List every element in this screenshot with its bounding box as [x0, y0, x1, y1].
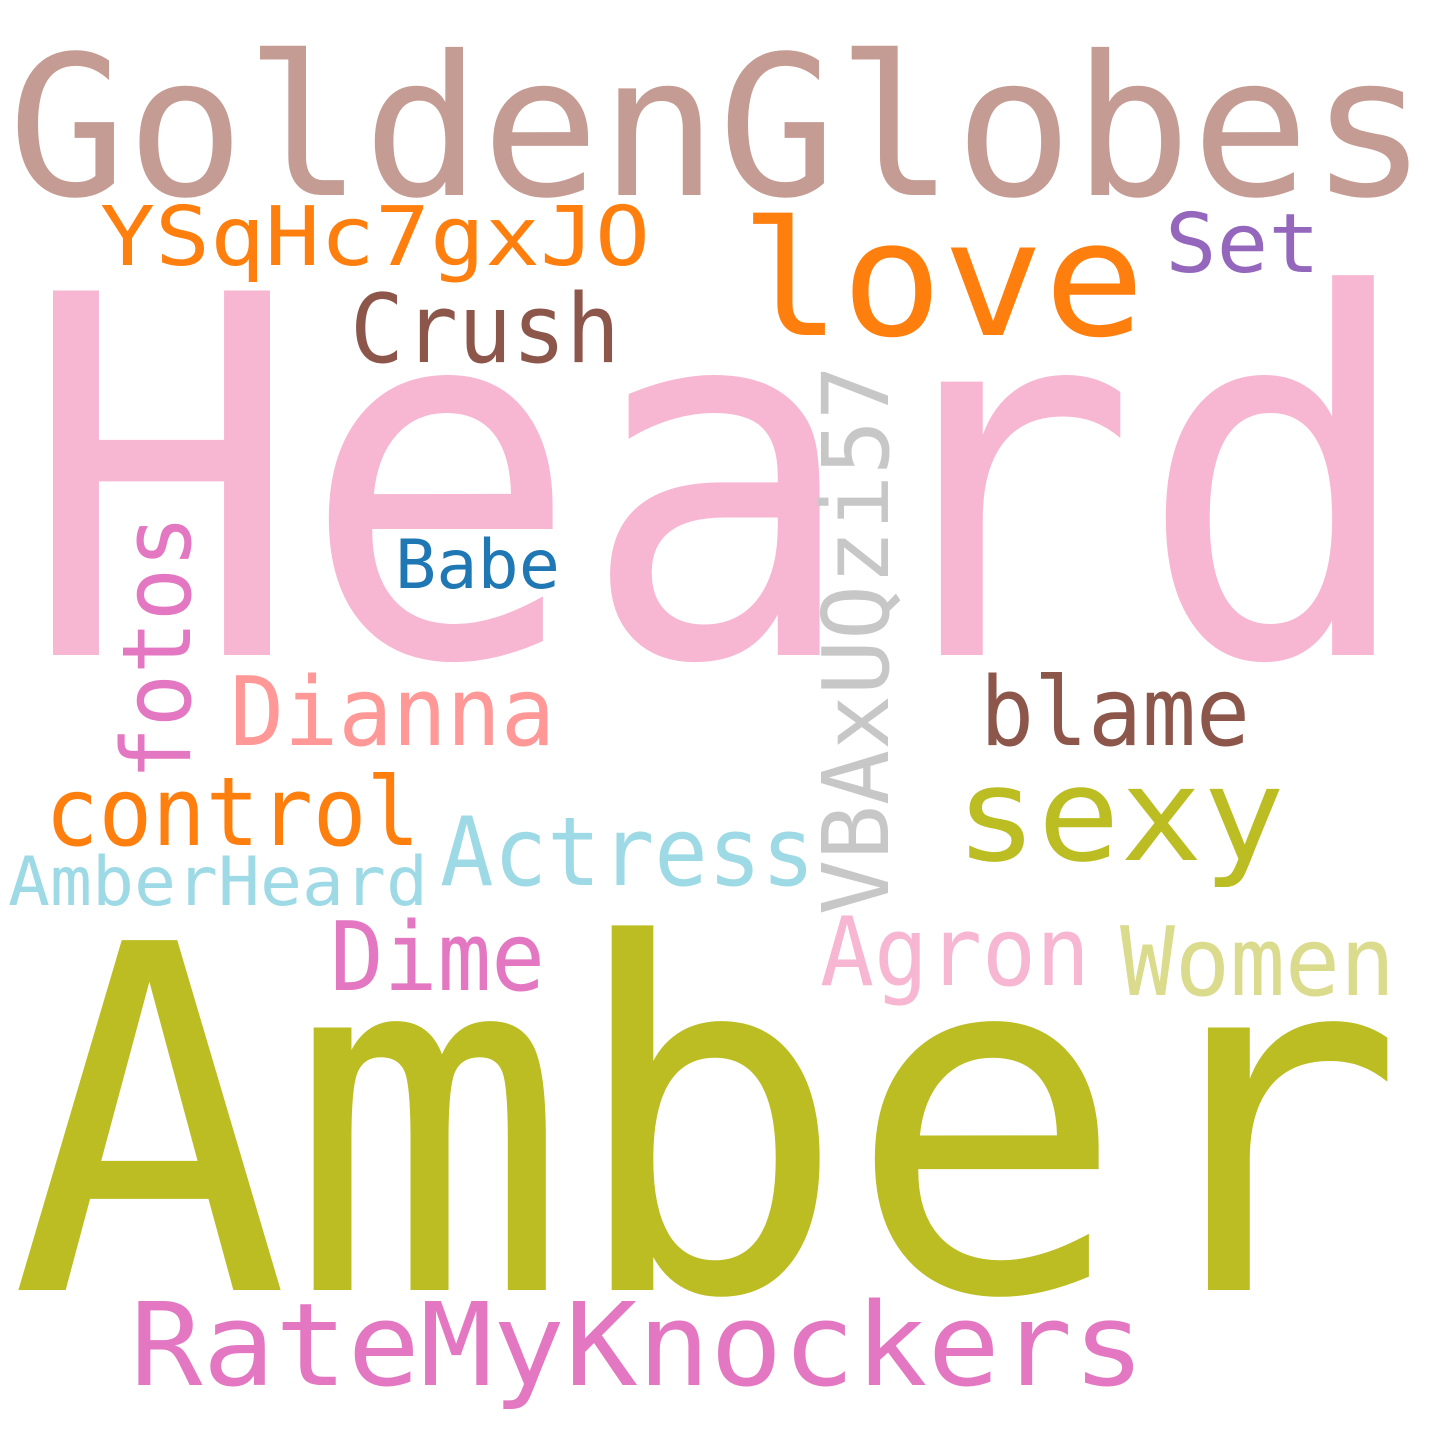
word-fotos: fotos: [103, 515, 213, 780]
word-control: control: [45, 758, 420, 868]
word-crush: Crush: [350, 275, 620, 385]
word-women: Women: [1120, 908, 1395, 1018]
word-goldenglobes: GoldenGlobes: [8, 14, 1428, 241]
word-dime: Dime: [330, 903, 545, 1013]
word-agron: Agron: [820, 898, 1090, 1008]
word-actress: Actress: [440, 798, 815, 908]
word-sexy: sexy: [955, 739, 1285, 891]
word-amber: Amber: [10, 845, 1405, 1404]
word-ysqhc7gxjo: YSqHc7gxJO: [100, 190, 650, 285]
word-dianna: Dianna: [230, 658, 555, 768]
word-vbaxuqzi57: VBAxUQzi57: [803, 365, 910, 915]
word-amberheard: AmberHeard: [8, 843, 428, 922]
word-babe: Babe: [395, 526, 560, 605]
word-love: love: [740, 186, 1145, 373]
word-ratemyknockers: RateMyKnockers: [130, 1279, 1145, 1413]
word-heard: Heard: [22, 191, 1417, 773]
word-set: Set: [1165, 197, 1320, 292]
word-blame: blame: [980, 658, 1250, 768]
